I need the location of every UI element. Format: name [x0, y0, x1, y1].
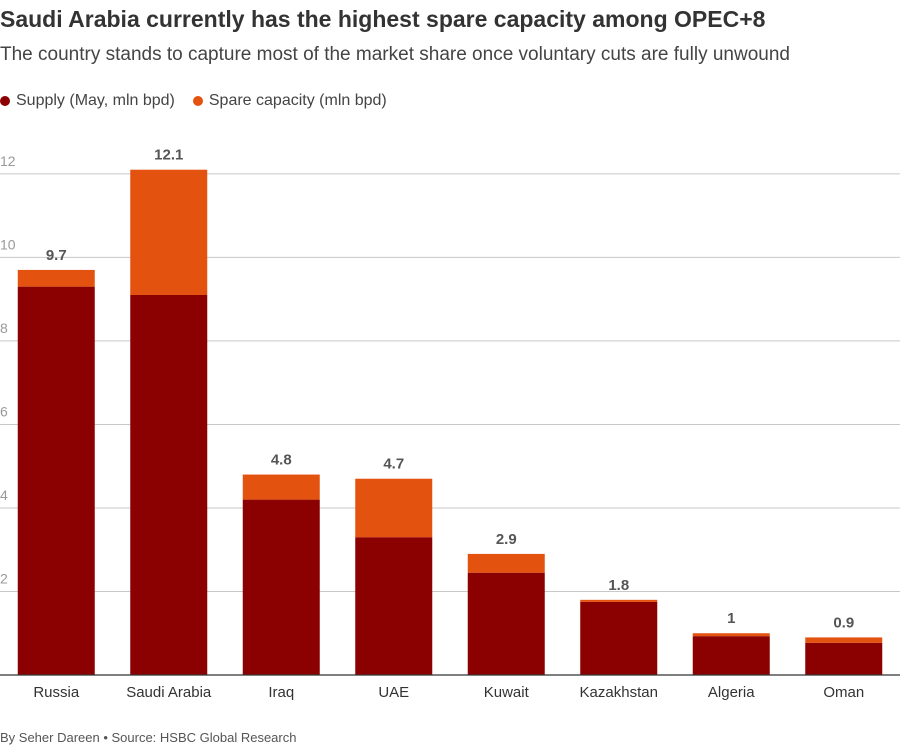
category-label-3: UAE [378, 684, 409, 701]
total-label-4: 2.9 [496, 531, 517, 548]
bar-spare-2 [242, 474, 320, 500]
category-label-1: Saudi Arabia [126, 684, 212, 701]
bar-supply-0 [17, 286, 95, 675]
y-tick-label-10: 10 [0, 236, 16, 252]
bar-supply-7 [805, 642, 883, 675]
bar-spare-0 [17, 269, 95, 287]
total-label-5: 1.8 [608, 577, 629, 594]
category-label-6: Algeria [708, 684, 755, 701]
category-label-5: Kazakhstan [580, 684, 658, 701]
bar-spare-7 [805, 637, 883, 643]
category-label-0: Russia [33, 684, 80, 701]
bar-spare-3 [355, 478, 433, 538]
total-label-2: 4.8 [271, 452, 292, 469]
y-tick-label-8: 8 [0, 320, 8, 336]
bar-supply-4 [467, 572, 545, 675]
category-label-2: Iraq [268, 684, 294, 701]
y-tick-label-4: 4 [0, 487, 8, 503]
total-label-3: 4.7 [383, 456, 404, 473]
legend-swatch-supply [0, 96, 10, 106]
total-label-0: 9.7 [46, 247, 67, 264]
chart-legend: Supply (May, mln bpd) Spare capacity (ml… [0, 92, 387, 110]
y-tick-label-6: 6 [0, 403, 8, 419]
bar-spare-5 [580, 599, 658, 602]
legend-label-spare: Spare capacity (mln bpd) [208, 92, 387, 109]
bar-spare-1 [130, 169, 208, 295]
bar-supply-3 [355, 537, 433, 675]
legend-label-supply: Supply (May, mln bpd) [16, 92, 175, 109]
chart-footer: By Seher Dareen • Source: HSBC Global Re… [0, 730, 297, 745]
total-label-6: 1 [727, 610, 735, 627]
legend-item-spare: Spare capacity (mln bpd) [192, 92, 387, 110]
bar-supply-6 [692, 636, 770, 675]
category-label-7: Oman [823, 684, 864, 701]
chart-title: Saudi Arabia currently has the highest s… [0, 6, 766, 32]
bar-supply-5 [580, 601, 658, 675]
bar-supply-1 [130, 294, 208, 675]
total-label-7: 0.9 [833, 614, 854, 631]
chart-subtitle: The country stands to capture most of th… [0, 44, 790, 65]
legend-item-supply: Supply (May, mln bpd) [0, 92, 175, 110]
total-label-1: 12.1 [154, 147, 183, 164]
bar-spare-6 [692, 633, 770, 637]
category-label-4: Kuwait [484, 684, 530, 701]
bar-spare-4 [467, 553, 545, 573]
legend-swatch-spare [192, 96, 203, 106]
bar-supply-2 [242, 499, 320, 675]
y-tick-label-12: 12 [0, 153, 16, 169]
y-tick-label-2: 2 [0, 570, 8, 586]
